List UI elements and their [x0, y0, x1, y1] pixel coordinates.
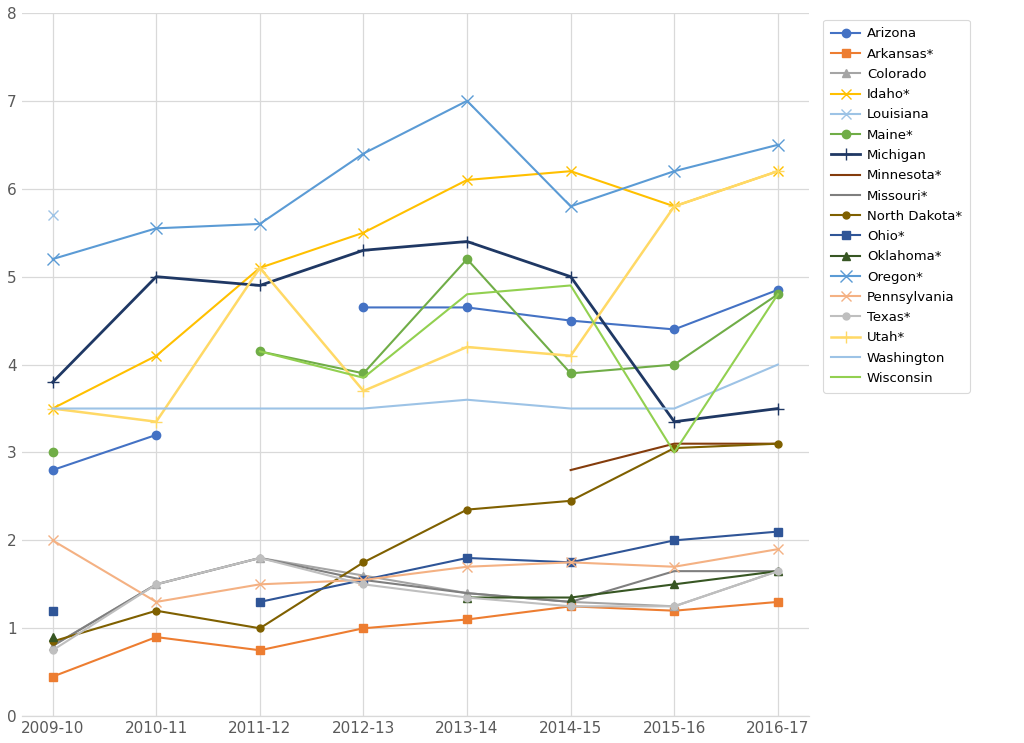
Legend: Arizona, Arkansas*, Colorado, Idaho*, Louisiana, Maine*, Michigan, Minnesota*, M: Arizona, Arkansas*, Colorado, Idaho*, Lo… [823, 19, 970, 393]
